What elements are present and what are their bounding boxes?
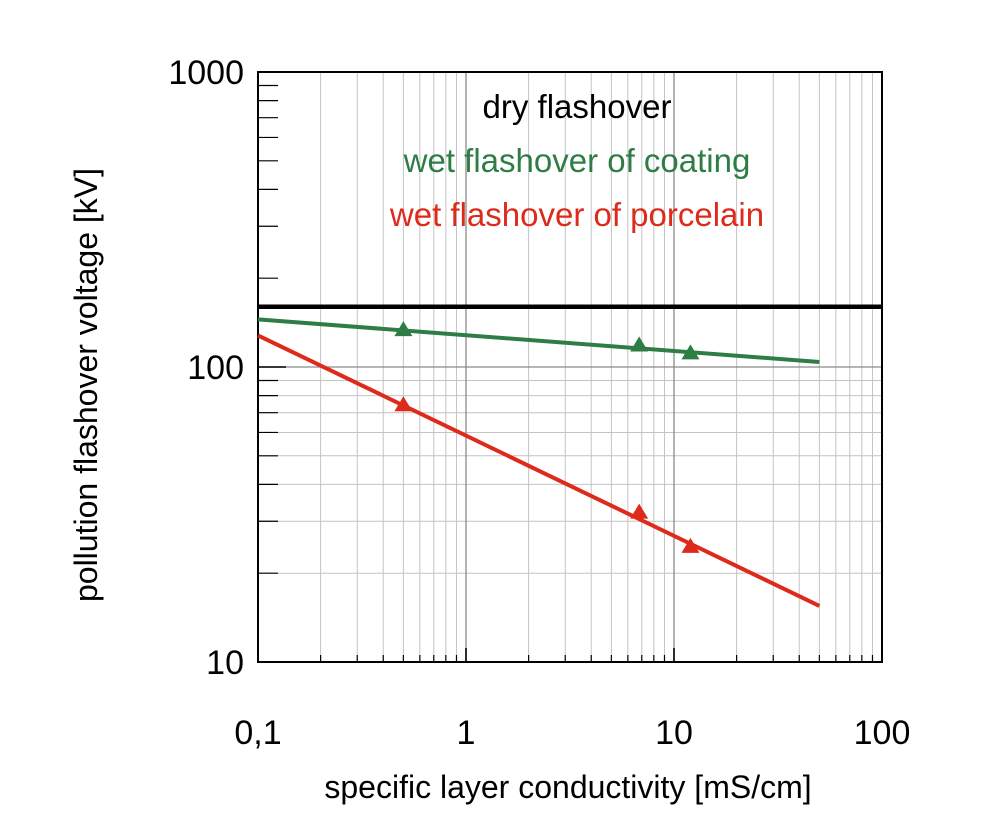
x-tick-label: 100 [854,714,911,752]
x-tick-label: 0,1 [234,714,281,752]
legend: dry flashover wet flashover of coating w… [389,88,764,233]
axis-ticks [257,71,883,663]
series-3-marker [630,503,649,519]
series-3-marker [394,396,413,412]
y-tick-label: 1000 [168,54,244,92]
series-markers [394,321,700,553]
series-2-marker [394,321,413,337]
series-2-marker [681,344,700,360]
y-tick-labels: 10 100 1000 [168,54,244,682]
series-3-marker [681,537,700,553]
x-tick-label: 1 [457,714,476,752]
series-2-marker [630,336,649,352]
series-lines [257,304,882,608]
y-axis-label: pollution flashover voltage [kV] [68,168,104,602]
series-line-2 [257,317,820,364]
legend-entry-dry-flashover: dry flashover [483,88,672,125]
x-tick-label: 10 [655,714,693,752]
y-tick-label: 100 [187,349,244,387]
y-tick-label: 10 [206,644,244,682]
x-tick-labels: 0,1 1 10 100 [234,714,910,752]
series-line-3 [257,333,821,608]
legend-entry-wet-coating: wet flashover of coating [403,142,751,179]
x-axis-label: specific layer conductivity [mS/cm] [324,769,811,805]
legend-entry-wet-porcelain: wet flashover of porcelain [389,196,764,233]
